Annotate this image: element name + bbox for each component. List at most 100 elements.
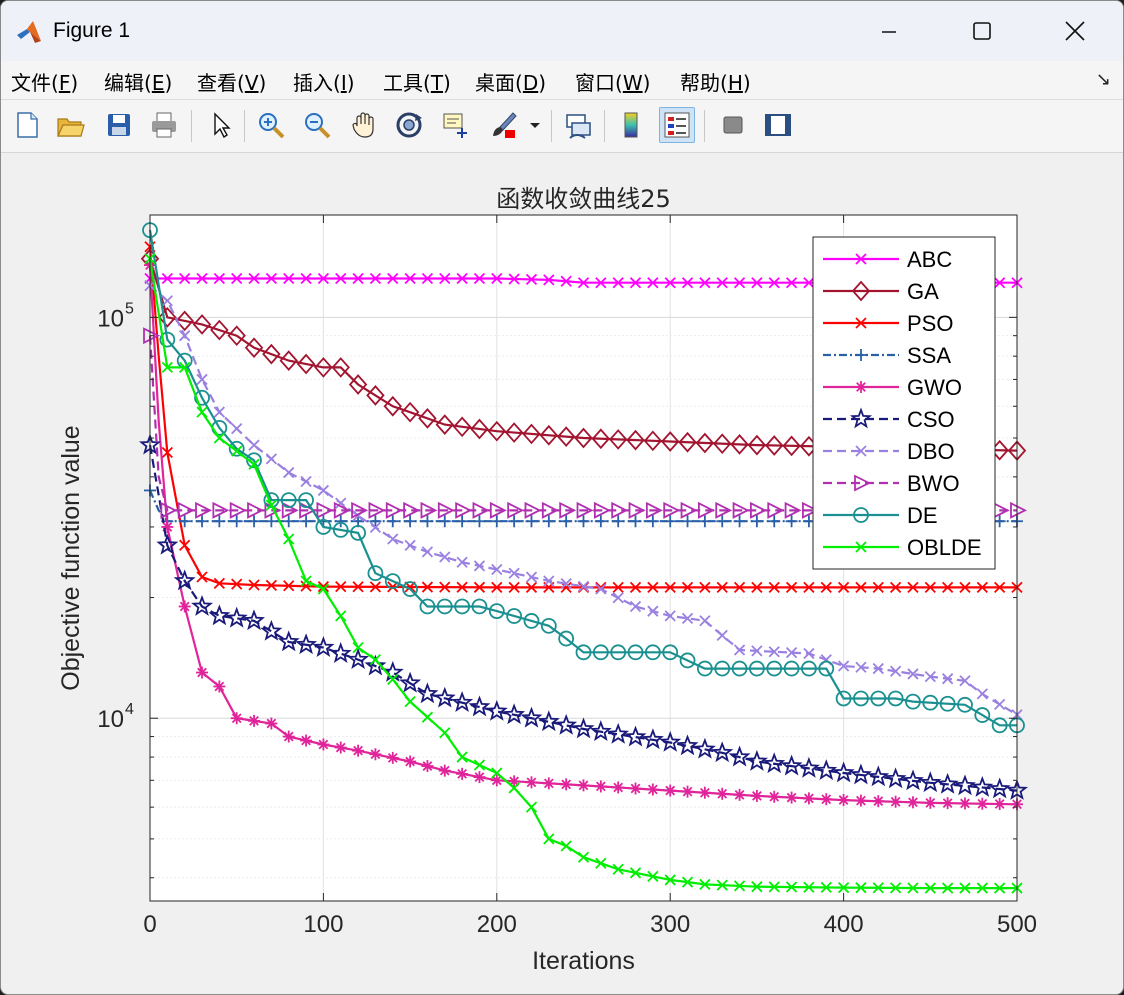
series-marker-ssa — [369, 515, 382, 528]
series-marker-ssa — [300, 515, 313, 528]
series-marker-oblde — [820, 881, 832, 894]
series-marker-cso — [711, 741, 734, 763]
series-marker-bwo — [1010, 501, 1028, 519]
open-file-button[interactable] — [52, 107, 88, 143]
save-button[interactable] — [101, 107, 137, 143]
legend-marker — [855, 541, 867, 553]
maximize-button[interactable] — [960, 9, 1004, 53]
legend-entry-gwo: GWO — [823, 375, 962, 400]
series-marker-de — [991, 717, 1008, 734]
series-marker-oblde — [751, 881, 763, 893]
zoom-in-button[interactable] — [253, 107, 289, 143]
print-button[interactable] — [146, 107, 182, 143]
series-marker-dbo — [265, 453, 278, 465]
series-marker-ga — [158, 306, 177, 328]
x-tick-label: 400 — [824, 911, 864, 938]
series-marker-ga — [730, 434, 749, 455]
menu-item-w[interactable]: 窗口(W) — [575, 71, 651, 95]
menu-item-e[interactable]: 编辑(E) — [104, 71, 173, 95]
hide-plot-tools-button[interactable] — [715, 107, 751, 143]
close-button[interactable] — [1053, 9, 1097, 53]
series-marker-dbo — [855, 661, 867, 673]
series-marker-gwo — [577, 779, 590, 792]
series-marker-pso — [768, 581, 780, 594]
series-marker-cso — [416, 682, 439, 704]
series-marker-dbo — [959, 675, 971, 687]
menu-item-d[interactable]: 桌面(D) — [475, 71, 547, 95]
series-marker-gwo — [178, 600, 191, 613]
menu-item-v[interactable]: 查看(V) — [197, 71, 267, 95]
menu-item-h[interactable]: 帮助(H) — [680, 71, 751, 95]
legend-marker — [855, 349, 867, 361]
series-marker-abc — [473, 272, 486, 285]
series-marker-pso — [907, 581, 919, 594]
legend-label: SSA — [907, 343, 951, 368]
series-marker-de — [957, 696, 973, 713]
series-marker-oblde — [664, 874, 676, 886]
series-marker-bwo — [489, 501, 507, 519]
legend-entry-pso: PSO — [823, 311, 953, 336]
series-marker-cso — [225, 606, 248, 628]
series-marker-gwo — [282, 730, 295, 743]
series-marker-ssa — [438, 515, 451, 528]
series-marker-dbo — [473, 560, 486, 572]
legend-marker — [855, 317, 867, 329]
brush-dropdown-button[interactable] — [525, 107, 545, 143]
series-marker-gwo — [716, 787, 729, 800]
series-marker-abc — [768, 277, 780, 289]
pointer-button[interactable] — [202, 107, 238, 143]
series-marker-ga — [383, 395, 402, 417]
series-marker-ssa — [698, 515, 711, 528]
legend-label: CSO — [907, 407, 955, 432]
series-marker-cso — [763, 752, 786, 774]
series-marker-de — [731, 660, 748, 677]
series-marker-pso — [456, 581, 468, 593]
new-figure-button[interactable] — [9, 107, 45, 143]
menu-item-t[interactable]: 工具(T) — [383, 71, 451, 95]
rotate-3d-button[interactable] — [391, 107, 427, 143]
series-marker-cso — [503, 703, 526, 725]
series-marker-dbo — [439, 551, 451, 563]
series-marker-ga — [591, 428, 611, 450]
series-marker-oblde — [942, 882, 954, 894]
series-marker-cso — [659, 730, 682, 752]
legend-box — [812, 236, 996, 570]
rotate-3d-icon — [396, 112, 422, 138]
series-marker-ssa — [525, 515, 538, 528]
series-marker-pso — [889, 581, 902, 594]
link-plot-button[interactable] — [560, 107, 596, 143]
print-icon — [152, 112, 176, 138]
series-marker-abc — [647, 277, 659, 289]
pan-button[interactable] — [346, 107, 382, 143]
zoom-out-button[interactable] — [299, 107, 335, 143]
insert-legend-button[interactable] — [659, 107, 695, 143]
series-marker-pso — [976, 581, 988, 594]
series-marker-ga — [556, 426, 576, 448]
series-marker-gwo — [976, 797, 989, 810]
insert-colorbar-button[interactable] — [614, 107, 650, 143]
series-marker-gwo — [854, 794, 867, 807]
series-marker-oblde — [924, 882, 936, 894]
series-marker-gwo — [161, 520, 174, 533]
series-marker-pso — [855, 581, 867, 594]
series-marker-pso — [439, 581, 451, 593]
series-marker-gwo — [542, 777, 555, 790]
series-marker-ga — [626, 429, 645, 451]
toolbar-separator — [244, 110, 245, 142]
brush-button[interactable] — [485, 107, 521, 143]
series-marker-cso — [745, 749, 768, 771]
menu-item-i[interactable]: 插入(I) — [293, 71, 355, 95]
series-marker-pso — [820, 581, 832, 594]
show-plot-tools-button[interactable] — [760, 107, 796, 143]
data-cursor-button[interactable] — [437, 107, 473, 143]
menu-overflow-icon[interactable]: ↘ — [1095, 69, 1111, 90]
series-marker-gwo — [265, 717, 278, 730]
minimize-button[interactable] — [867, 9, 911, 53]
menu-item-f[interactable]: 文件(F) — [11, 71, 79, 95]
series-marker-abc — [629, 277, 642, 289]
series-marker-cso — [867, 765, 890, 787]
series-marker-oblde — [404, 695, 416, 708]
series-marker-de — [853, 690, 869, 707]
series-marker-de — [575, 644, 592, 661]
